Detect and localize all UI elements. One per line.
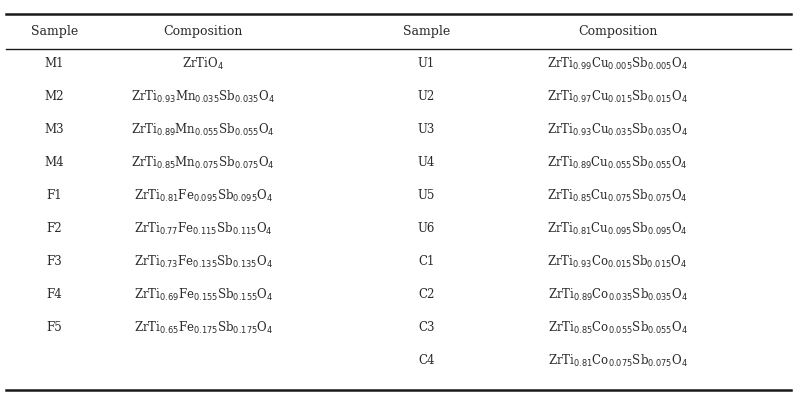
Text: F4: F4 (46, 289, 62, 301)
Text: Composition: Composition (578, 25, 658, 38)
Text: M1: M1 (45, 57, 64, 70)
Text: U3: U3 (418, 123, 435, 136)
Text: ZrTi$_{0.85}$Mn$_{0.075}$Sb$_{0.075}$O$_{4}$: ZrTi$_{0.85}$Mn$_{0.075}$Sb$_{0.075}$O$_… (132, 155, 275, 171)
Text: Composition: Composition (163, 25, 243, 38)
Text: ZrTi$_{0.99}$Cu$_{0.005}$Sb$_{0.005}$O$_{4}$: ZrTi$_{0.99}$Cu$_{0.005}$Sb$_{0.005}$O$_… (548, 56, 688, 72)
Text: C2: C2 (418, 289, 434, 301)
Text: U5: U5 (418, 189, 435, 202)
Text: ZrTi$_{0.89}$Cu$_{0.055}$Sb$_{0.055}$O$_{4}$: ZrTi$_{0.89}$Cu$_{0.055}$Sb$_{0.055}$O$_… (548, 155, 688, 171)
Text: C4: C4 (418, 355, 434, 367)
Text: ZrTi$_{0.97}$Cu$_{0.015}$Sb$_{0.015}$O$_{4}$: ZrTi$_{0.97}$Cu$_{0.015}$Sb$_{0.015}$O$_… (548, 89, 688, 105)
Text: ZrTi$_{0.93}$Mn$_{0.035}$Sb$_{0.035}$O$_{4}$: ZrTi$_{0.93}$Mn$_{0.035}$Sb$_{0.035}$O$_… (132, 89, 275, 105)
Text: U4: U4 (418, 156, 435, 169)
Text: F3: F3 (46, 256, 62, 268)
Text: ZrTi$_{0.81}$Co$_{0.075}$Sb$_{0.075}$O$_{4}$: ZrTi$_{0.81}$Co$_{0.075}$Sb$_{0.075}$O$_… (548, 353, 688, 369)
Text: F5: F5 (46, 322, 62, 334)
Text: Sample: Sample (30, 25, 78, 38)
Text: Sample: Sample (402, 25, 450, 38)
Text: ZrTi$_{0.89}$Co$_{0.035}$Sb$_{0.035}$O$_{4}$: ZrTi$_{0.89}$Co$_{0.035}$Sb$_{0.035}$O$_… (548, 287, 688, 303)
Text: F1: F1 (46, 189, 62, 202)
Text: M3: M3 (45, 123, 64, 136)
Text: ZrTi$_{0.81}$Fe$_{0.095}$Sb$_{0.095}$O$_{4}$: ZrTi$_{0.81}$Fe$_{0.095}$Sb$_{0.095}$O$_… (134, 188, 273, 204)
Text: ZrTi$_{0.93}$Cu$_{0.035}$Sb$_{0.035}$O$_{4}$: ZrTi$_{0.93}$Cu$_{0.035}$Sb$_{0.035}$O$_… (548, 122, 688, 138)
Text: ZrTi$_{0.69}$Fe$_{0.155}$Sb$_{0.155}$O$_{4}$: ZrTi$_{0.69}$Fe$_{0.155}$Sb$_{0.155}$O$_… (134, 287, 273, 303)
Text: ZrTi$_{0.89}$Mn$_{0.055}$Sb$_{0.055}$O$_{4}$: ZrTi$_{0.89}$Mn$_{0.055}$Sb$_{0.055}$O$_… (132, 122, 275, 138)
Text: ZrTi$_{0.85}$Co$_{0.055}$Sb$_{0.055}$O$_{4}$: ZrTi$_{0.85}$Co$_{0.055}$Sb$_{0.055}$O$_… (548, 320, 688, 336)
Text: ZrTi$_{0.65}$Fe$_{0.175}$Sb$_{0.175}$O$_{4}$: ZrTi$_{0.65}$Fe$_{0.175}$Sb$_{0.175}$O$_… (134, 320, 273, 336)
Text: ZrTi$_{0.77}$Fe$_{0.115}$Sb$_{0.115}$O$_{4}$: ZrTi$_{0.77}$Fe$_{0.115}$Sb$_{0.115}$O$_… (134, 221, 273, 237)
Text: ZrTi$_{0.73}$Fe$_{0.135}$Sb$_{0.135}$O$_{4}$: ZrTi$_{0.73}$Fe$_{0.135}$Sb$_{0.135}$O$_… (134, 254, 273, 270)
Text: ZrTi$_{0.93}$Co$_{0.015}$Sb$_{0.015}$O$_{4}$: ZrTi$_{0.93}$Co$_{0.015}$Sb$_{0.015}$O$_… (548, 254, 688, 270)
Text: M2: M2 (45, 90, 64, 103)
Text: U2: U2 (418, 90, 435, 103)
Text: U6: U6 (418, 222, 435, 235)
Text: C1: C1 (418, 256, 434, 268)
Text: F2: F2 (46, 222, 62, 235)
Text: C3: C3 (418, 322, 434, 334)
Text: U1: U1 (418, 57, 435, 70)
Text: ZrTi$_{0.81}$Cu$_{0.095}$Sb$_{0.095}$O$_{4}$: ZrTi$_{0.81}$Cu$_{0.095}$Sb$_{0.095}$O$_… (548, 221, 688, 237)
Text: ZrTi$_{0.85}$Cu$_{0.075}$Sb$_{0.075}$O$_{4}$: ZrTi$_{0.85}$Cu$_{0.075}$Sb$_{0.075}$O$_… (548, 188, 688, 204)
Text: ZrTiO$_{4}$: ZrTiO$_{4}$ (183, 56, 224, 72)
Text: M4: M4 (45, 156, 64, 169)
